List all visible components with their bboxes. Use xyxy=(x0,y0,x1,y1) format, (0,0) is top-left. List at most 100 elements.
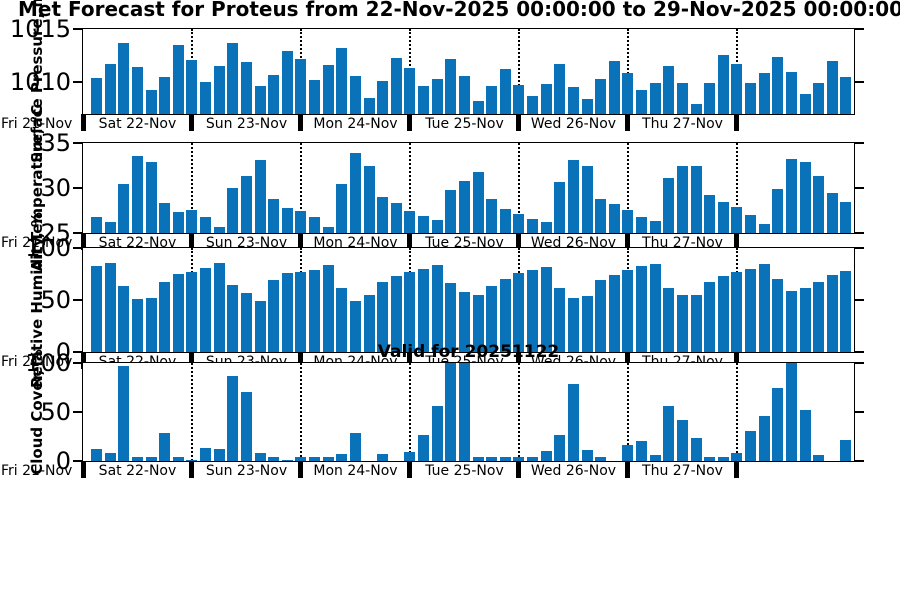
air-temperature-bar xyxy=(595,198,607,233)
y-tick-label: 100 xyxy=(25,349,71,377)
x-tick-mark xyxy=(516,352,522,369)
surface-pressure-bar xyxy=(513,85,525,114)
cloud-cover-bar xyxy=(676,419,688,461)
day-separator-line xyxy=(735,143,738,233)
surface-pressure-bar xyxy=(91,77,103,114)
air-temperature-bar xyxy=(472,171,484,233)
surface-pressure-bar xyxy=(486,86,498,114)
x-axis-strip: Fri 21-Nov Sat 22-Nov Sun 23-Nov Mon 24-Nov… xyxy=(1,461,854,485)
x-tick-label-day: Sun 23-Nov xyxy=(205,116,288,132)
cloud-cover-bar xyxy=(840,440,852,461)
surface-pressure-bar xyxy=(458,75,470,114)
relative-humidity-bar xyxy=(213,262,225,352)
surface-pressure-bar xyxy=(826,60,838,114)
surface-pressure-bar xyxy=(690,104,702,114)
cloud-cover-bar xyxy=(581,450,593,461)
cloud-cover-bar xyxy=(717,457,729,461)
y-tick-mark-left xyxy=(73,232,83,234)
cloud-cover-bar xyxy=(663,406,675,461)
surface-pressure-bar xyxy=(472,101,484,114)
cloud-cover-bar xyxy=(554,434,566,461)
surface-pressure-bar xyxy=(309,80,321,114)
relative-humidity-bar xyxy=(404,271,416,352)
air-temperature-bar xyxy=(104,222,116,233)
relative-humidity-bar xyxy=(159,282,171,352)
relative-humidity-bar xyxy=(690,294,702,352)
relative-humidity-bar xyxy=(717,276,729,352)
y-tick-label: 1010 xyxy=(9,68,71,97)
surface-pressure-bar xyxy=(213,66,225,114)
x-tick-mark xyxy=(516,461,522,478)
air-temperature-bar xyxy=(649,221,661,233)
air-temperature-bar xyxy=(404,210,416,233)
surface-pressure-bar xyxy=(540,84,552,114)
air-temperature-bar xyxy=(91,216,103,233)
x-tick-mark xyxy=(407,233,413,250)
air-temperature-bar xyxy=(840,202,852,233)
surface-pressure-bar xyxy=(377,81,389,114)
subplot-air-temperature: 25 30 35 Air Temperature, °C Fri 21-Nov Sat 2… xyxy=(1,105,864,271)
cloud-cover-bar xyxy=(118,365,130,461)
relative-humidity-bar xyxy=(145,297,157,352)
air-temperature-bar xyxy=(581,166,593,233)
air-temperature-bar xyxy=(445,189,457,233)
air-temperature-bar xyxy=(772,188,784,233)
cloud-cover-bar xyxy=(799,410,811,461)
x-tick-mark xyxy=(298,461,304,478)
surface-pressure-bar xyxy=(186,59,198,114)
surface-pressure-bar xyxy=(813,83,825,114)
y-tick-mark-left xyxy=(73,460,83,462)
surface-pressure-bar xyxy=(649,83,661,114)
y-tick-mark-left xyxy=(73,247,83,249)
relative-humidity-bar xyxy=(581,295,593,352)
surface-pressure-bar xyxy=(268,74,280,114)
cloud-cover-bar xyxy=(704,457,716,461)
x-tick-mark xyxy=(407,114,413,131)
relative-humidity-bar xyxy=(636,265,648,352)
air-temperature-bar xyxy=(758,224,770,233)
air-temperature-bar xyxy=(363,166,375,233)
day-separator-line xyxy=(408,363,411,461)
relative-humidity-bar xyxy=(295,271,307,352)
relative-humidity-bar xyxy=(826,275,838,352)
relative-humidity-bar xyxy=(131,298,143,352)
air-temperature-bar xyxy=(745,215,757,233)
x-tick-label-fri: Fri 21-Nov xyxy=(1,463,73,479)
surface-pressure-bar xyxy=(131,67,143,114)
surface-pressure-bar xyxy=(676,83,688,114)
surface-pressure-bar xyxy=(663,66,675,114)
air-temperature-bar xyxy=(704,195,716,233)
y-tick-mark-right xyxy=(854,351,864,353)
subplot-cloud-cover: 0 50 100 Cloud Cover, % Fri 21-Nov Sat 22-Nov… xyxy=(1,349,864,479)
cloud-cover-bar xyxy=(445,363,457,461)
relative-humidity-bar xyxy=(268,280,280,352)
cloud-cover-bar xyxy=(567,383,579,461)
air-temperature-bar xyxy=(663,178,675,233)
x-tick-mark xyxy=(298,114,304,131)
day-separator-line xyxy=(299,363,302,461)
x-tick-label-day: Tue 25-Nov xyxy=(425,463,504,479)
surface-pressure-bar xyxy=(295,58,307,114)
subplot-surface-pressure: 1010 1015 Surface Pressure, mb Fri 21-Nov Sa… xyxy=(1,0,864,162)
surface-pressure-bar xyxy=(758,72,770,114)
cloud-cover-bar xyxy=(595,457,607,461)
relative-humidity-bar xyxy=(200,267,212,352)
cloud-cover-bar xyxy=(731,453,743,461)
figure-title: Met Forecast for Proteus from 22-Nov-202… xyxy=(18,0,900,21)
x-tick-mark xyxy=(625,461,631,478)
air-temperature-bar xyxy=(336,183,348,233)
surface-pressure-bar xyxy=(445,58,457,114)
relative-humidity-bar xyxy=(595,280,607,352)
air-temperature-bar xyxy=(200,216,212,233)
relative-humidity-bar xyxy=(731,271,743,352)
surface-pressure-bar xyxy=(390,57,402,114)
x-tick-mark xyxy=(734,461,740,478)
cloud-cover-bar xyxy=(418,434,430,461)
cloud-cover-bar xyxy=(772,388,784,461)
air-temperature-bar xyxy=(118,184,130,233)
relative-humidity-bar xyxy=(254,301,266,352)
air-temperature-bar xyxy=(622,209,634,233)
surface-pressure-bar xyxy=(772,56,784,114)
relative-humidity-bar xyxy=(91,265,103,352)
relative-humidity-bar xyxy=(377,282,389,352)
